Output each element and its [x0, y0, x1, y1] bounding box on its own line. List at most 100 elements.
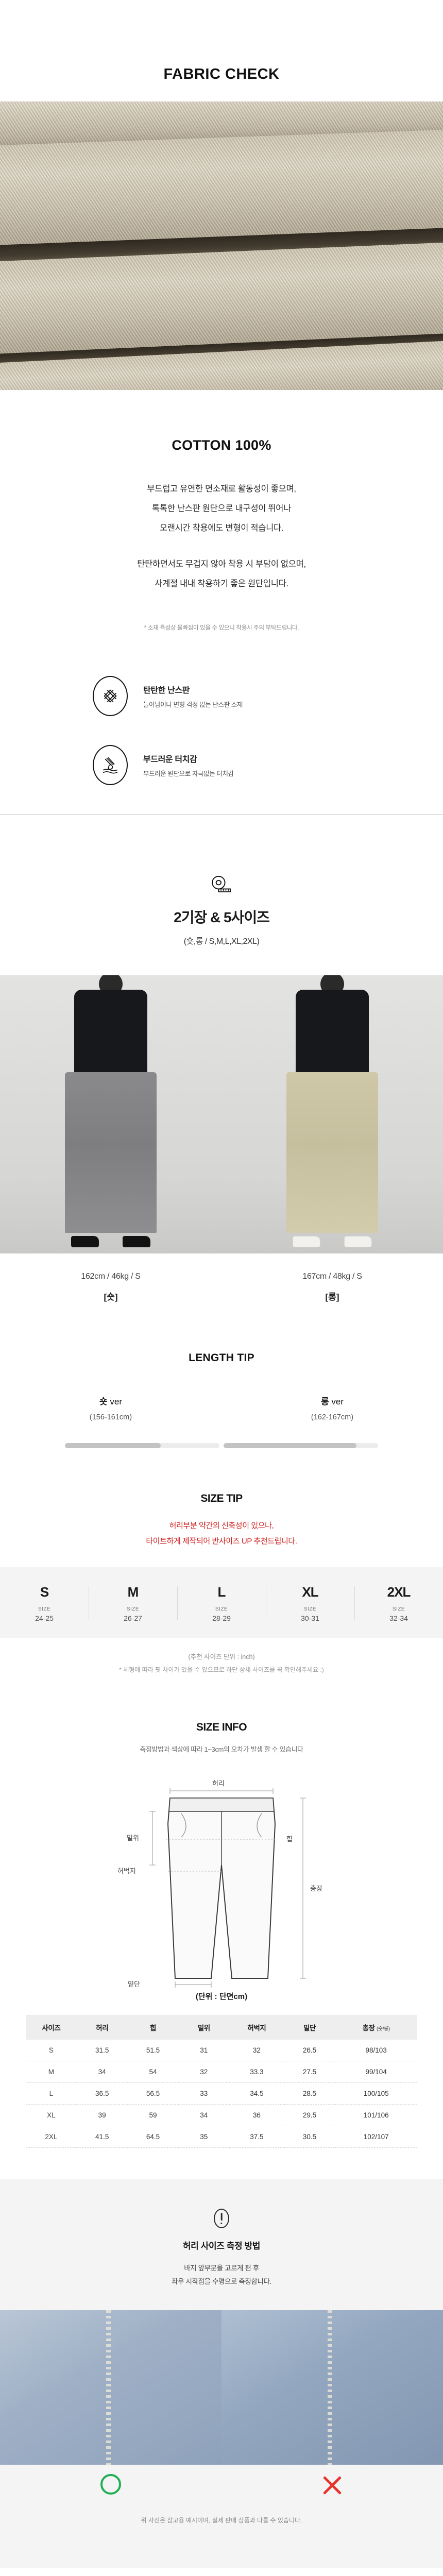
feature-title: 탄탄한 난스판: [143, 686, 190, 695]
cell-waist: 31.5: [76, 2040, 128, 2061]
size-label: 2XL: [387, 1584, 411, 1600]
feature-text: 탄탄한 난스판 늘어남이나 변형 걱정 없는 난스판 소재: [143, 683, 243, 709]
size-unit-label: SIZE: [38, 1606, 51, 1612]
svg-text:허리: 허리: [212, 1780, 225, 1787]
model-top: [296, 990, 369, 1077]
th-thigh: 허벅지: [229, 2015, 284, 2040]
table-row: 2XL 41.5 64.5 35 37.5 30.5 102/107: [26, 2126, 417, 2148]
model-pants: [65, 1072, 157, 1233]
size-tip-warning: 허리부분 약간의 신축성이 있으나, 타이트하게 제작되어 반사이즈 UP 추천…: [0, 1518, 443, 1549]
feature-list: 탄탄한 난스판 늘어남이나 변형 걱정 없는 난스판 소재 부드러운 터치감 부…: [0, 676, 443, 785]
spacer: [0, 538, 443, 554]
size-cell-m[interactable]: M SIZE 26-27: [89, 1584, 177, 1622]
feature-title: 부드러운 터치감: [143, 755, 197, 764]
cell-rise: 35: [178, 2126, 230, 2148]
measuring-tape-icon: [212, 875, 231, 893]
length-option-short: 숏 ver (156-161cm): [0, 1394, 222, 1421]
th-rise: 밑위: [178, 2015, 230, 2040]
size-cell-l[interactable]: L SIZE 28-29: [177, 1584, 266, 1622]
size-table-body: S 31.5 51.5 31 32 26.5 98/103 M 34 54 32…: [26, 2040, 417, 2148]
th-waist: 허리: [76, 2015, 128, 2040]
feature-row-touch: 부드러운 터치감 부드러운 원단으로 자극없는 터치감: [93, 745, 443, 785]
desc-line: 오랜시간 착용에도 변형이 적습니다.: [159, 523, 284, 533]
model-col-short: 162cm / 46kg / S [숏]: [0, 975, 222, 1302]
waist-photo-incorrect: [222, 2310, 443, 2465]
size-cell-2xl[interactable]: 2XL SIZE 32-34: [354, 1584, 443, 1622]
length-option-label: 숏: [99, 1397, 108, 1406]
model-figure: [278, 975, 386, 1253]
pants-measurement-svg: 허리 힙 밑위 허벅지 총장 밑단: [117, 1780, 322, 1988]
svg-text:총장: 총장: [310, 1885, 322, 1892]
length-option-suffix: ver: [329, 1397, 344, 1406]
cell-rise: 33: [178, 2082, 230, 2105]
cell-total: 98/103: [335, 2040, 417, 2061]
th-hip: 힙: [127, 2015, 179, 2040]
size-cell-xl[interactable]: XL SIZE 30-31: [266, 1584, 354, 1622]
length-option-long: 롱 ver (162-167cm): [222, 1394, 443, 1421]
cell-hip: 64.5: [127, 2126, 179, 2148]
cotton-description: 부드럽고 유연한 면소재로 활동성이 좋으며, 톡톡한 난스판 원단으로 내구성…: [0, 479, 443, 594]
size-range: 28-29: [212, 1614, 231, 1622]
size-unit-label: SIZE: [126, 1606, 140, 1612]
cell-hip: 56.5: [127, 2082, 179, 2105]
cotton-title: COTTON 100%: [172, 437, 271, 453]
section-divider: [0, 814, 443, 815]
size-info-subtitle: 측정방법과 색상에 따라 1~3cm의 오차가 발생 할 수 있습니다: [140, 1745, 303, 1753]
svg-text:밑위: 밑위: [127, 1834, 139, 1842]
th-total-label: 총장: [362, 2024, 375, 2032]
cell-size: 2XL: [26, 2126, 77, 2148]
size-tip-warning-line: 타이트하게 제작되어 반사이즈 UP 추천드립니다.: [146, 1537, 297, 1546]
cell-total: 99/104: [335, 2061, 417, 2083]
cell-total: 101/106: [335, 2104, 417, 2126]
cell-waist: 41.5: [76, 2126, 128, 2148]
waist-guide-line: 바지 앞부분을 고르게 편 후: [184, 2264, 259, 2272]
desc-line: 톡톡한 난스판 원단으로 내구성이 뛰어나: [151, 504, 292, 513]
table-row: M 34 54 32 33.3 27.5 99/104: [26, 2061, 417, 2083]
model-length-tag: [롱]: [325, 1292, 339, 1302]
cell-thigh: 33.3: [229, 2061, 284, 2083]
length-options: 숏 ver (156-161cm) 롱 ver (162-167cm): [0, 1394, 443, 1421]
size-range: 26-27: [124, 1614, 142, 1622]
cell-rise: 32: [178, 2061, 230, 2083]
size-label: M: [127, 1584, 139, 1600]
cell-total: 100/105: [335, 2082, 417, 2105]
cell-rise: 31: [178, 2040, 230, 2061]
fabric-care-note: * 소재 특성상 물빠짐이 있을 수 있으니 착용시 주의 부탁드립니다.: [144, 625, 299, 631]
model-photo-long: [222, 975, 443, 1253]
model-photo-short: [0, 975, 222, 1253]
cell-size: M: [26, 2061, 77, 2083]
th-size: 사이즈: [26, 2015, 77, 2040]
feature-text: 부드러운 터치감 부드러운 원단으로 자극없는 터치감: [143, 752, 234, 778]
model-spec: 162cm / 46kg / S: [81, 1272, 141, 1281]
size-label: L: [217, 1584, 226, 1600]
pants-fit-guide: PANTS FIT GUIDE 해당 상품은 "와이드 핏"입니다. WIDE …: [0, 2568, 443, 2576]
model-col-long: 167cm / 48kg / S [롱]: [222, 975, 443, 1302]
fabric-title-wrap: FABRIC CHECK: [0, 0, 443, 101]
th-total: 총장 (숏/롱): [335, 2015, 417, 2040]
length-option-range: (156-161cm): [89, 1413, 132, 1421]
cell-total: 102/107: [335, 2126, 417, 2148]
fabric-check-section: FABRIC CHECK: [0, 0, 443, 390]
size-range: 30-31: [301, 1614, 319, 1622]
size-cell-s[interactable]: S SIZE 24-25: [0, 1584, 89, 1622]
cell-thigh: 37.5: [229, 2126, 284, 2148]
size-info-section: SIZE INFO 측정방법과 색상에 따라 1~3cm의 오차가 발생 할 수…: [0, 1674, 443, 2148]
cell-hem: 29.5: [284, 2104, 335, 2126]
feature-desc: 늘어남이나 변형 걱정 없는 난스판 소재: [143, 701, 243, 708]
size-unit-note: (추천 사이즈 단위 : inch): [188, 1653, 255, 1660]
waist-photo-correct: [0, 2310, 222, 2465]
th-hem: 밑단: [284, 2015, 335, 2040]
model-top: [74, 990, 147, 1077]
length-bar-short: [65, 1443, 219, 1448]
model-shoe: [71, 1236, 99, 1247]
size-recommendation-grid: S SIZE 24-25 M SIZE 26-27 L SIZE 28-29 X…: [0, 1567, 443, 1638]
size-tip-section: SIZE TIP 허리부분 약간의 신축성이 있으나, 타이트하게 제작되어 반…: [0, 1448, 443, 1674]
cell-thigh: 34.5: [229, 2082, 284, 2105]
waist-guide-title: 허리 사이즈 측정 방법: [182, 2241, 261, 2251]
length-tip-title: LENGTH TIP: [189, 1352, 254, 1364]
size-tip-warning-line: 허리부분 약간의 신축성이 있으나,: [169, 1521, 274, 1530]
table-header-row: 사이즈 허리 힙 밑위 허벅지 밑단 총장 (숏/롱): [26, 2015, 417, 2040]
cell-thigh: 36: [229, 2104, 284, 2126]
cell-hem: 27.5: [284, 2061, 335, 2083]
length-bar-long: [224, 1443, 378, 1448]
